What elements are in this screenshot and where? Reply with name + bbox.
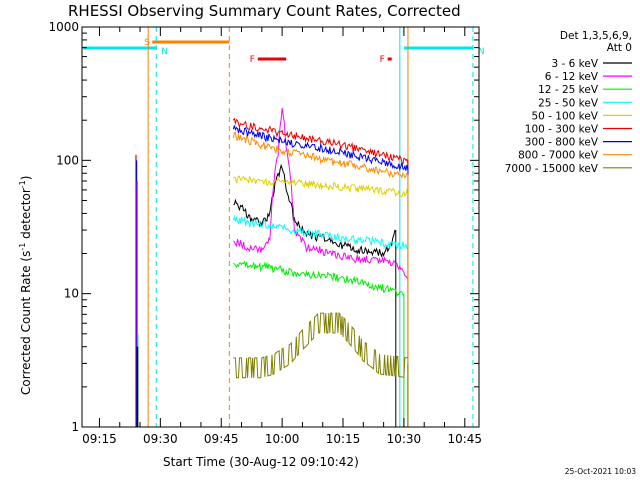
x-tick-label: 10:30: [387, 432, 422, 446]
legend-label: 3 - 6 keV: [551, 58, 598, 70]
x-axis-label: Start Time (30-Aug-12 09:10:42): [163, 455, 359, 469]
legend-label: 7000 - 15000 keV: [505, 163, 599, 175]
generation-timestamp: 25-Oct-2021 10:03: [565, 467, 636, 476]
plot-frame: [81, 26, 480, 428]
x-tick-label: 09:45: [204, 432, 239, 446]
legend-label: 800 - 7000 keV: [518, 150, 599, 162]
series-line: [233, 175, 409, 198]
legend-header-1: Det 1,3,5,6,9,: [560, 30, 632, 42]
x-tick-label: 10:15: [326, 432, 361, 446]
legend-header-2: Att 0: [607, 42, 632, 54]
chart-title: RHESSI Observing Summary Count Rates, Co…: [68, 2, 461, 20]
series-line: [232, 125, 409, 172]
x-tick-label: 09:15: [82, 432, 117, 446]
y-tick-label: 100: [56, 153, 79, 167]
series-line: [232, 131, 409, 180]
y-tick-label: 1000: [48, 20, 79, 34]
legend-label: 6 - 12 keV: [545, 71, 599, 83]
legend-label: 25 - 50 keV: [538, 97, 599, 109]
series-line: [232, 117, 409, 165]
flag-label-f: F: [380, 55, 385, 65]
x-tick-label: 09:30: [143, 432, 178, 446]
legend-label: 100 - 300 keV: [525, 124, 599, 136]
series-line: [233, 260, 405, 297]
x-tick-label: 10:00: [265, 432, 300, 446]
legend-label: 12 - 25 keV: [538, 84, 599, 96]
y-axis-label: Corrected Count Rate (s-1 detector-1): [18, 176, 33, 395]
y-axis: 1 10 100 1000: [48, 20, 479, 434]
y-tick-label: 1: [71, 420, 79, 434]
x-axis: 09:15 09:30 09:45 10:00 10:15 10:30 10:45: [82, 27, 482, 446]
series-line: [232, 215, 409, 250]
legend-label: 300 - 800 keV: [525, 137, 599, 149]
series-line: [233, 107, 409, 280]
data-series: [135, 107, 409, 427]
flag-vertical-lines: [147, 27, 474, 427]
legend-label: 50 - 100 keV: [531, 110, 598, 122]
flag-label-s: S: [144, 38, 150, 48]
flag-label-n: N: [161, 47, 168, 57]
y-tick-label: 10: [64, 287, 79, 301]
series-line: [233, 311, 409, 379]
flag-label-n: N: [478, 47, 485, 57]
flag-label-f: F: [250, 55, 255, 65]
x-tick-label: 10:45: [447, 432, 482, 446]
instrument-flags: S N N F F: [83, 38, 485, 65]
